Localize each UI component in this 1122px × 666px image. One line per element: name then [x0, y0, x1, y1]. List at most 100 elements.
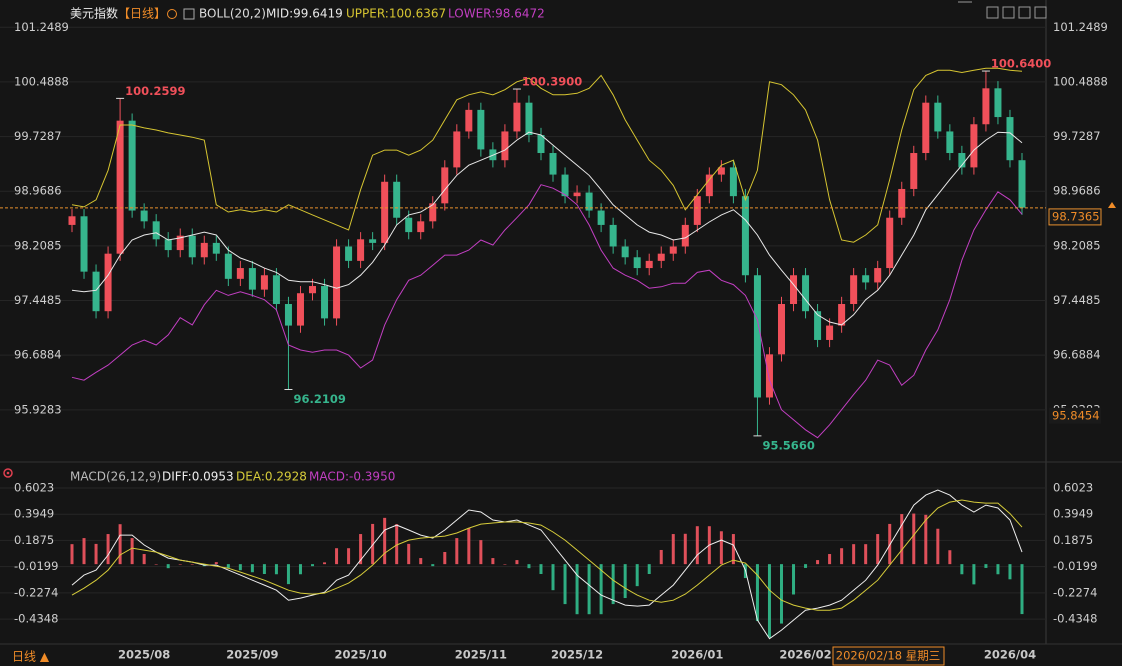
macd-bar: [984, 564, 988, 568]
extreme-label: 100.3900: [522, 75, 582, 89]
x-tick-label: 2025/08: [118, 648, 170, 662]
indicator-line: [71, 184, 1023, 439]
y-tick-label: -0.4348: [1053, 612, 1097, 626]
macd-bar: [563, 564, 567, 605]
macd-bar: [792, 564, 796, 595]
macd-bar: [467, 527, 471, 565]
cursor-date: 2026/02/18 星期三: [836, 649, 940, 663]
candle-body: [284, 304, 292, 326]
macd-bar: [972, 564, 976, 585]
y-tick-label: 97.4485: [14, 293, 62, 307]
legend-label: MACD:-0.3950: [309, 470, 395, 484]
candle-body: [934, 102, 942, 132]
y-tick-label: 100.4888: [1053, 74, 1108, 88]
tool-button[interactable]: [1034, 6, 1047, 19]
macd-bar: [683, 533, 687, 565]
candle-body: [80, 216, 88, 272]
candle-body: [164, 239, 172, 251]
candle-body: [681, 224, 689, 247]
legend-label: UPPER:100.6367: [346, 7, 446, 21]
macd-bar: [527, 564, 531, 569]
extreme-label: 100.2599: [125, 84, 185, 98]
indicator-line: [71, 499, 1023, 611]
macd-bar: [82, 538, 86, 565]
macd-bar: [347, 548, 351, 565]
candle-body: [826, 325, 834, 340]
period-switch[interactable]: 日线 ▲: [12, 650, 50, 664]
candle-body: [393, 181, 401, 218]
extreme-label: 100.6400: [991, 57, 1051, 71]
macd-bar: [491, 558, 495, 565]
candle-body: [946, 131, 954, 154]
x-tick-label: 2026/01: [671, 648, 723, 662]
tool-button[interactable]: [1018, 6, 1031, 19]
macd-bar: [539, 564, 543, 574]
x-tick-label: 2026/04: [984, 648, 1036, 662]
macd-bar: [286, 564, 290, 585]
x-tick-label: 2025/10: [334, 648, 386, 662]
macd-bar: [936, 528, 940, 565]
macd-bar: [359, 534, 363, 565]
y-tick-label: 101.2489: [14, 20, 69, 34]
candle-body: [597, 210, 605, 225]
indicator-toggle[interactable]: [3, 468, 13, 478]
macd-bar: [70, 544, 74, 565]
candle-body: [609, 224, 617, 247]
candle-body: [188, 235, 196, 258]
y-tick-label: -0.2274: [1053, 585, 1097, 599]
indicator-line: [71, 131, 1023, 326]
candle-body: [248, 268, 256, 290]
candle-body: [260, 275, 268, 290]
tool-button[interactable]: [1002, 6, 1015, 19]
y-tick-label: -0.0199: [14, 559, 58, 573]
macd-bar: [659, 549, 663, 565]
candle-body: [176, 235, 184, 251]
candle-body: [633, 257, 641, 269]
y-tick-label: 97.4485: [1053, 293, 1101, 307]
indicator-icon[interactable]: [183, 8, 195, 20]
candle-body: [333, 246, 341, 319]
candle-body: [357, 239, 365, 261]
macd-bar: [996, 564, 1000, 575]
candle-body: [212, 242, 220, 254]
macd-bar: [840, 548, 844, 565]
candle-body: [525, 102, 533, 136]
macd-bar: [190, 564, 194, 565]
macd-bar: [371, 523, 375, 565]
candle-body: [152, 221, 160, 240]
period[interactable]: 【日线】: [118, 7, 166, 21]
candle-body: [573, 192, 581, 197]
macd-bar: [912, 513, 916, 565]
macd-bar: [1020, 564, 1024, 615]
macd-bar: [599, 564, 603, 615]
candle-body: [513, 102, 521, 132]
candle-body: [729, 167, 737, 197]
macd-bar: [383, 517, 387, 565]
macd-bar: [719, 531, 723, 565]
macd-bar: [852, 544, 856, 565]
candle-body: [549, 153, 557, 175]
candle-body: [381, 181, 389, 243]
macd-bar: [479, 540, 483, 565]
y-tick-label: 98.2085: [1053, 238, 1101, 252]
candle-body: [982, 88, 990, 125]
candle-body: [645, 260, 653, 269]
macd-bar: [407, 543, 411, 565]
macd-bar: [828, 554, 832, 565]
legend-label: DEA:0.2928: [236, 470, 307, 484]
candle-body: [104, 253, 112, 312]
macd-bar: [731, 534, 735, 565]
candle-body: [309, 286, 317, 294]
macd-bar: [623, 564, 627, 599]
macd-bar: [587, 564, 591, 615]
macd-bar: [106, 534, 110, 565]
candle-body: [417, 221, 425, 233]
tool-button[interactable]: [986, 6, 999, 19]
macd-bar: [154, 564, 158, 565]
candle-body: [970, 124, 978, 168]
add-icon[interactable]: [167, 9, 177, 19]
y-tick-label: 98.2085: [14, 238, 62, 252]
toolbar: [958, 1, 1047, 19]
macd-bar: [311, 564, 315, 567]
indicator-name: BOLL(20,2): [199, 7, 266, 21]
